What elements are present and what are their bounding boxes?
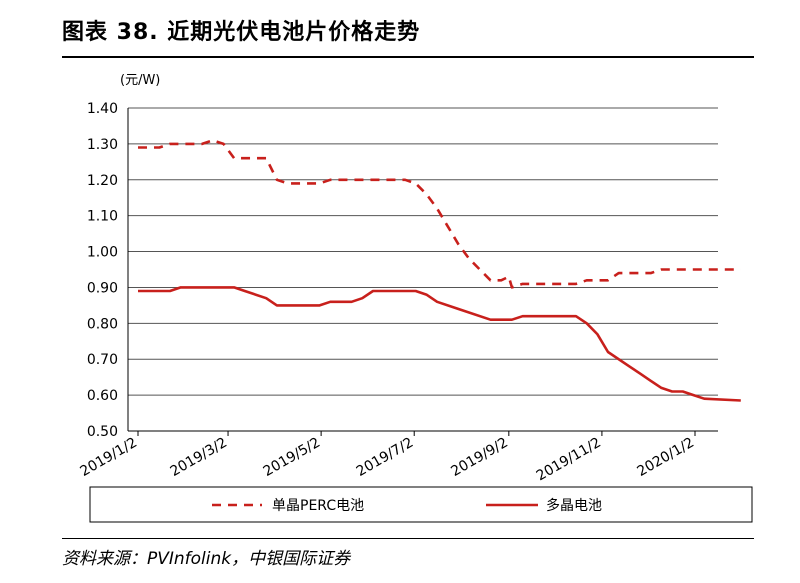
x-tick-label: 2019/7/2	[354, 435, 416, 480]
bottom-rule	[62, 538, 754, 539]
y-tick-label: 0.60	[87, 388, 118, 404]
y-tick-label: 1.30	[87, 137, 118, 153]
legend: 单晶PERC电池 多晶电池	[89, 486, 753, 523]
title-rule	[62, 56, 754, 58]
x-tick-label: 2019/3/2	[168, 435, 230, 480]
figure-title: 图表 38. 近期光伏电池片价格走势	[62, 20, 421, 45]
x-tick-label: 2019/11/2	[534, 435, 604, 485]
y-axis-unit-label: (元/W)	[120, 73, 160, 88]
series-line-multi	[138, 286, 741, 402]
y-tick-label: 1.20	[87, 173, 118, 189]
x-tick-label: 2020/1/2	[635, 435, 697, 480]
y-tick-label: 1.40	[87, 101, 118, 117]
y-tick-label: 0.70	[87, 352, 118, 368]
legend-box	[89, 486, 753, 523]
y-tick-label: 0.90	[87, 280, 118, 296]
x-axis: 2019/1/2 2019/3/2 2019/5/2 2019/7/2 2019/9/2…	[78, 430, 718, 485]
x-tick-label: 2019/9/2	[448, 435, 510, 480]
plot-series	[138, 139, 741, 402]
y-tick-label: 0.50	[87, 424, 118, 440]
x-tick-label: 2019/1/2	[78, 435, 140, 480]
grid-lines	[128, 107, 718, 396]
x-tick-label: 2019/5/2	[261, 435, 323, 480]
source-note: 资料来源：PVInfolink，中银国际证券	[62, 549, 351, 569]
y-tick-label: 1.00	[87, 245, 118, 261]
legend-label: 单晶PERC电池	[272, 498, 364, 514]
y-tick-label: 1.10	[87, 209, 118, 225]
y-axis: (元/W)1.40 1.30 1.20 1.10 1.00 0.90 0.80 0.70 0.6…	[87, 73, 161, 440]
legend-label: 多晶电池	[546, 497, 602, 514]
y-tick-label: 0.80	[87, 316, 118, 332]
series-line-mono-perc	[138, 139, 741, 289]
